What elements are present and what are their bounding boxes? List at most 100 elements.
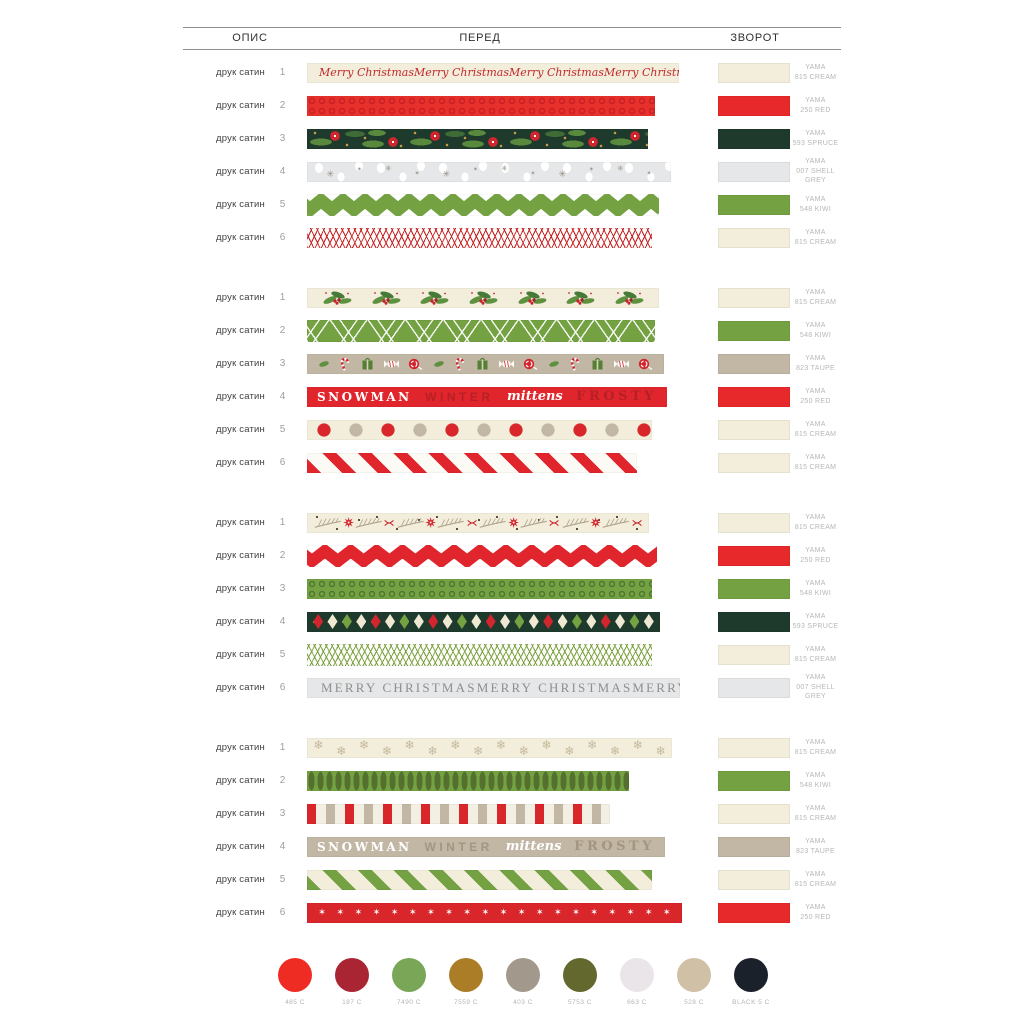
back-color-name-line: 007 SHELL	[796, 167, 835, 175]
back-color-name: YAMA 548 KIWI	[790, 771, 841, 791]
snowflake-icon: ❄	[518, 743, 529, 758]
row-number: 3	[279, 358, 286, 369]
swatch-cell	[718, 869, 790, 890]
back-color-name-line: 548 KIWI	[799, 781, 832, 789]
pantone-legend-item: 7490 C	[381, 958, 438, 1006]
row-number: 4	[279, 616, 286, 627]
holly-sprig-icon	[566, 290, 595, 305]
row-label: друк сатин	[216, 616, 265, 627]
back-color-name: YAMA 548 KIWI	[790, 195, 841, 215]
row-number: 4	[279, 391, 286, 402]
swatch-cell	[718, 194, 790, 215]
row-number: 6	[279, 907, 286, 918]
ribbon-word-text: SNOWMAN	[317, 389, 412, 404]
back-color-swatch	[718, 128, 790, 149]
snow-star-icon: ✶	[356, 167, 362, 173]
candy-cane-icon	[455, 357, 465, 371]
back-color-swatch	[718, 287, 790, 308]
row-label: друк сатин	[216, 325, 265, 336]
back-color-name-line: YAMA	[805, 645, 826, 653]
pantone-legend: 485 C 187 C 7490 C 7559 C 403 C 5753 C 663 C 52…	[183, 958, 841, 1006]
argyle-diamond	[428, 614, 439, 629]
argyle-diamond	[327, 614, 338, 629]
back-color-name-line: YAMA	[805, 837, 826, 845]
argyle-diamond	[341, 614, 352, 629]
pantone-swatch	[278, 958, 312, 992]
snowflake-icon: ❄	[404, 738, 415, 752]
argyle-diamond	[399, 614, 410, 629]
star-icon: ✶	[463, 907, 471, 917]
argyle-diamond	[313, 614, 324, 629]
back-color-swatch	[718, 869, 790, 890]
ribbon-caps-text: MERRY CHRISTMAS	[321, 679, 477, 695]
ribbon-script-text: Merry Christmas	[508, 66, 604, 79]
ribbon-bow-icon	[632, 519, 642, 526]
pantone-legend-item: 187 C	[324, 958, 381, 1006]
row-label: друк сатин	[216, 583, 265, 594]
ribbon-cell	[307, 512, 675, 533]
ribbon-script-text: Merry Christmas	[413, 66, 509, 79]
star-icon: ✶	[481, 907, 490, 917]
ribbon-preview-front	[307, 611, 660, 632]
star-icon: ✶	[354, 907, 363, 917]
table-row: друк сатин 5 YAMA 548 KIWI	[183, 188, 841, 221]
holly-sprig-icon	[323, 290, 352, 305]
snow-star-icon: ✳	[500, 164, 508, 173]
swatch-cell	[718, 287, 790, 308]
row-label: друк сатин	[216, 841, 265, 852]
back-color-name-line: 250 RED	[800, 397, 831, 405]
pantone-code: 485 C	[285, 999, 305, 1006]
star-icon: ✶	[372, 907, 381, 917]
lollipop-icon	[523, 358, 538, 370]
back-color-name-line: 815 CREAM	[794, 430, 837, 438]
ribbon-cell	[307, 803, 675, 824]
back-color-name-line: YAMA	[805, 771, 826, 779]
row-number: 2	[279, 325, 286, 336]
back-color-name-line: 823 TAUPE	[795, 364, 836, 372]
row-label: друк сатин	[216, 133, 265, 144]
table-row: друк сатин 2 YAMA 250 RED	[183, 539, 841, 572]
back-color-name: YAMA 250 RED	[790, 96, 841, 116]
back-color-name: YAMA 823 TAUPE	[790, 354, 841, 374]
back-color-name-line: 250 RED	[800, 106, 831, 114]
snowflake-icon: ❄	[632, 738, 643, 752]
row-number: 1	[279, 517, 286, 528]
ribbon-preview-front	[307, 353, 664, 374]
ribbon-preview-front	[307, 287, 659, 308]
back-color-name-line: 815 CREAM	[794, 655, 837, 663]
row-number: 6	[279, 232, 286, 243]
swatch-cell	[718, 95, 790, 116]
swatch-cell	[718, 452, 790, 473]
pantone-code: 7490 C	[397, 999, 421, 1006]
back-color-swatch	[718, 737, 790, 758]
ribbon-group-2: друк сатин 1 YAMA 815 CREAM друк сатин 2 YAMA 5…	[183, 281, 841, 479]
snow-star-icon: ✶	[588, 167, 594, 173]
row-number: 6	[279, 457, 286, 468]
back-color-name-line: YAMA	[805, 354, 826, 362]
gift-icon	[592, 357, 603, 370]
ribbon-caps-text: MERRY CHRISTMAS	[476, 679, 633, 695]
star-icon: ✶	[644, 907, 653, 917]
back-color-name-line: YAMA	[805, 612, 826, 620]
candy-cane-icon	[570, 357, 580, 371]
snow-star-icon: ✳	[384, 164, 392, 173]
row-number: 4	[279, 841, 286, 852]
ribbon-cell	[307, 770, 675, 791]
back-color-swatch	[718, 902, 790, 923]
row-label: друк сатин	[216, 391, 265, 402]
ribbon-preview-front: ❄ ❄ ❄ ❄ ❄ ❄ ❄ ❄ ❄ ❄ ❄ ❄ ❄ ❄ ❄ ❄	[307, 737, 672, 758]
ribbon-preview-front	[307, 578, 652, 599]
pantone-swatch	[734, 958, 768, 992]
snow-star-icon: ✶	[414, 170, 420, 177]
ribbon-word-text: FROSTY	[574, 839, 655, 854]
row-label: друк сатин	[216, 907, 265, 918]
ribbon-preview-front: ✳ ✶ ✳ ✶ ✳ ✶ ✳ ✶ ✳ ✶ ✳ ✶	[307, 161, 671, 182]
ribbon-cell	[307, 643, 675, 666]
argyle-diamond	[615, 614, 626, 629]
star-icon: ✶	[318, 907, 326, 917]
pine-sprig-icon	[397, 517, 424, 528]
snow-star-icon: ✶	[530, 170, 536, 177]
argyle-diamond	[543, 614, 554, 629]
holly-sprig-icon	[615, 290, 644, 305]
back-color-name: YAMA 593 SPRUCE	[790, 129, 841, 149]
